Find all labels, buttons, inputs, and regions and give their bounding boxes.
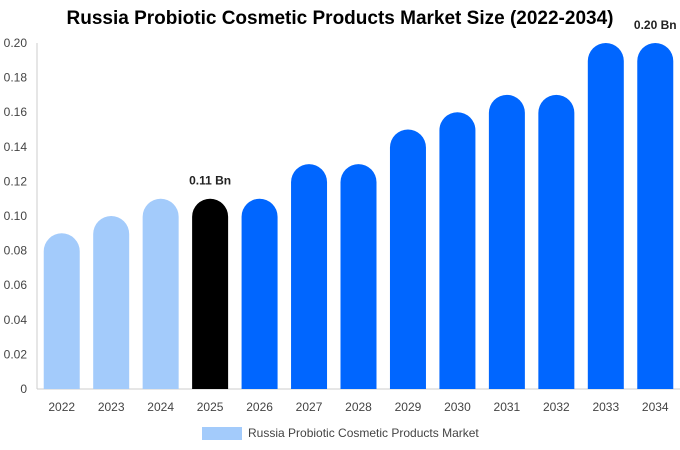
x-tick-label: 2030	[444, 400, 471, 414]
bar	[142, 198, 179, 389]
x-tick-label: 2034	[642, 400, 669, 414]
x-tick-label: 2025	[197, 400, 224, 414]
y-tick-label: 0.02	[4, 347, 28, 361]
x-tick-label: 2033	[592, 400, 619, 414]
x-tick-label: 2024	[147, 400, 174, 414]
bar	[291, 164, 328, 389]
y-tick-label: 0	[20, 382, 27, 396]
data-label: 0.11 Bn	[189, 174, 231, 188]
x-tick-label: 2023	[98, 400, 125, 414]
bar	[389, 129, 426, 389]
x-tick-label: 2028	[345, 400, 372, 414]
chart-title: Russia Probiotic Cosmetic Products Marke…	[66, 8, 614, 29]
bar	[340, 164, 377, 389]
legend-label: Russia Probiotic Cosmetic Products Marke…	[248, 426, 479, 440]
y-tick-label: 0.14	[4, 140, 28, 154]
x-tick-label: 2031	[494, 400, 521, 414]
bar	[43, 233, 80, 389]
x-tick-label: 2029	[395, 400, 422, 414]
x-tick-label: 2032	[543, 400, 570, 414]
y-tick-label: 0.16	[4, 105, 28, 119]
y-tick-label: 0.18	[4, 71, 28, 85]
legend: Russia Probiotic Cosmetic Products Marke…	[202, 424, 479, 442]
y-tick-label: 0.10	[4, 209, 28, 223]
legend-swatch	[202, 426, 242, 440]
y-tick-label: 0.04	[4, 313, 28, 327]
x-tick-label: 2027	[296, 400, 323, 414]
bar	[488, 94, 525, 389]
bar	[93, 216, 130, 389]
bar	[637, 43, 674, 389]
bar	[192, 198, 229, 389]
data-label: 0.20 Bn	[634, 18, 677, 32]
y-tick-label: 0.12	[4, 174, 28, 188]
bar	[241, 198, 278, 389]
x-tick-label: 2022	[48, 400, 75, 414]
bar	[538, 94, 575, 389]
x-tick-label: 2026	[246, 400, 273, 414]
y-tick-label: 0.06	[4, 278, 28, 292]
bar	[439, 112, 476, 389]
bar	[587, 43, 624, 389]
y-tick-label: 0.20	[4, 36, 28, 50]
y-tick-label: 0.08	[4, 244, 28, 258]
